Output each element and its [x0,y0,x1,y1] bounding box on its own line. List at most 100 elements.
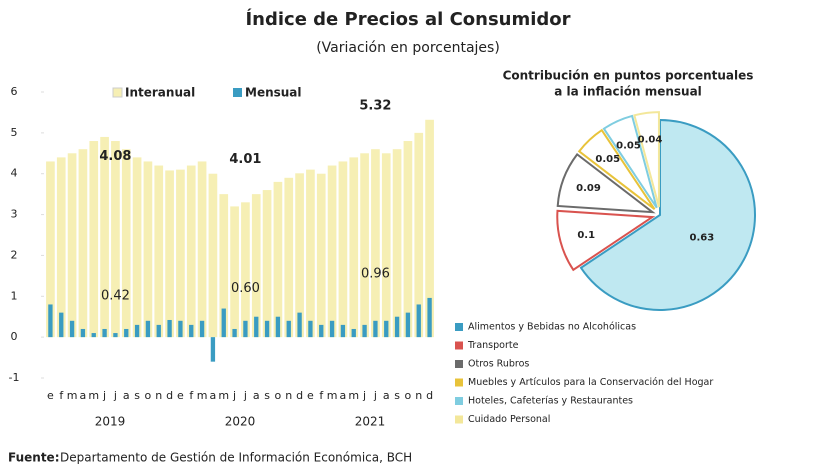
bar [176,169,185,338]
bar [221,308,226,338]
x-tick-label: e [307,389,314,402]
bar [338,161,348,338]
x-tick-label: m [67,389,78,402]
legend-label: Hoteles, Cafeterías y Restaurantes [468,396,633,407]
bar [165,170,174,338]
x-tick-label: n [415,389,422,402]
x-tick-label: o [145,389,152,402]
bar [373,320,378,338]
bar [414,132,424,338]
legend-swatch [455,378,463,387]
bar [329,320,335,338]
bar [273,181,283,338]
x-tick-label: d [166,389,173,402]
x-group-label: 2021 [355,415,386,429]
bar [241,202,250,338]
x-tick-label: j [232,389,236,402]
bar [100,136,109,338]
bar [264,320,270,338]
bar [59,312,64,338]
bar [230,206,239,338]
legend-swatch [233,88,242,97]
x-tick-label: j [102,389,106,402]
bar [297,312,302,338]
y-tick-label: 2 [11,248,18,261]
bar [167,319,172,338]
bar [156,324,161,338]
x-tick-label: a [210,389,217,402]
bar [189,324,194,338]
bar [319,324,324,338]
x-group-label: 2020 [225,415,256,429]
legend-swatch [455,360,463,368]
pie-slice [556,152,656,214]
legend-swatch [455,341,463,350]
y-tick-label: 0 [11,330,18,343]
x-tick-label: j [373,389,377,402]
legend-label: Muebles y Artículos para la Conservación… [468,377,713,388]
bar [102,328,107,338]
legend-swatch [455,323,463,331]
bar [134,324,140,338]
bar [48,304,53,338]
bar [124,328,129,338]
bar [275,316,281,338]
bar [403,141,413,338]
bar [145,320,151,338]
x-tick-label: o [405,389,412,402]
x-tick-label: s [134,389,140,402]
x-tick-label: j [362,389,366,402]
x-tick-label: e [47,389,54,402]
x-tick-label: m [218,389,229,402]
x-tick-label: m [88,389,99,402]
bar [219,194,229,338]
bar [295,173,304,338]
legend-label: Cuidado Personal [468,414,550,425]
data-label: 0.60 [231,281,260,296]
x-tick-label: a [123,389,130,402]
x-tick-label: d [296,389,303,402]
x-tick-label: o [275,389,282,402]
y-tick-label: 3 [11,208,18,221]
y-tick-label: 5 [11,126,18,139]
pie-slice [602,114,658,209]
bar [286,320,291,338]
x-tick-label: a [383,389,390,402]
bar [111,141,120,338]
data-label: 0.96 [361,266,390,281]
slice-label: 0.1 [577,230,595,241]
bar [392,149,402,338]
bar [208,173,218,338]
bar [121,149,131,338]
x-tick-label: a [340,389,347,402]
legend-swatch [112,87,123,98]
x-tick-label: d [426,389,433,402]
bar [425,119,434,338]
bar [405,312,411,338]
x-tick-label: e [177,389,184,402]
data-label: 4.08 [99,149,131,164]
legend-swatch [455,415,463,424]
bar [80,328,86,338]
x-tick-label: a [80,389,87,402]
x-tick-label: n [285,389,292,402]
x-tick-label: n [155,389,162,402]
bar [186,165,196,338]
x-tick-label: f [59,389,64,402]
bar [197,161,207,338]
bar [394,316,400,338]
legend-label: Transporte [467,340,519,351]
y-tick-label: -1 [9,371,20,384]
bar [416,304,421,338]
x-tick-label: f [319,389,324,402]
pie-slice [556,209,656,272]
y-tick-label: 6 [11,85,18,98]
x-tick-label: s [394,389,400,402]
title: Índice de Precios al Consumidor [245,8,570,30]
pie-title: Contribución en puntos porcentuales [503,69,754,83]
legend-label: Interanual [125,86,195,100]
pie-title: a la inflación mensual [554,85,702,99]
slice-label: 0.09 [576,183,601,194]
bar [199,320,205,338]
